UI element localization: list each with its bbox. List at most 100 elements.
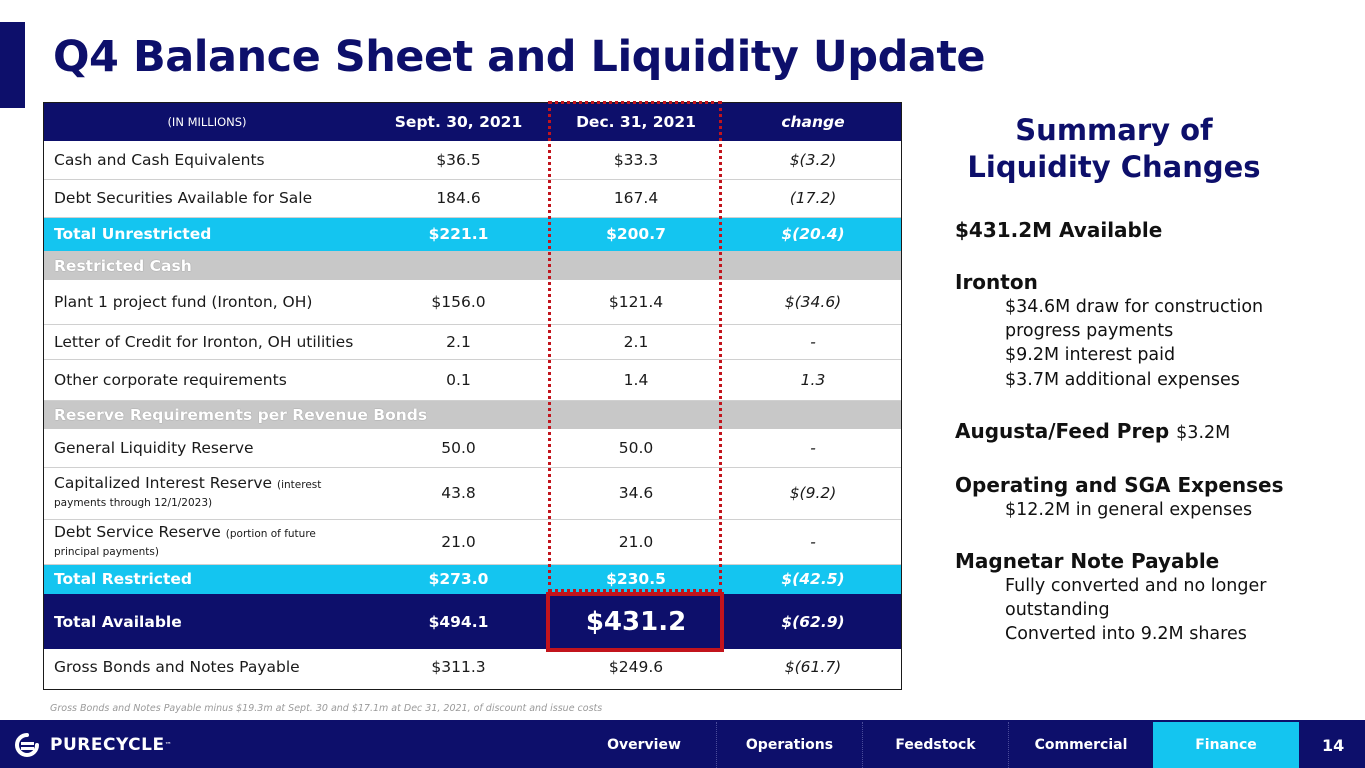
summary-augusta-head: Augusta/Feed Prep (955, 418, 1170, 443)
row-change-value: - (725, 324, 901, 360)
balance-sheet-table: (IN MILLIONS) Sept. 30, 2021 Dec. 31, 20… (43, 102, 902, 690)
summary-ironton-line: $34.6M draw for construction (1005, 297, 1264, 317)
summary-ironton-line: $9.2M interest paid (1005, 345, 1176, 366)
row-label: Total Unrestricted (44, 217, 370, 251)
summary-available: $431.2M Available (955, 218, 1163, 242)
summary-list: $431.2M Available Ironton $34.6M draw fo… (955, 217, 1355, 647)
row-change-value: - (725, 429, 901, 468)
row-label-note: (portion of future principal payments) (54, 527, 316, 558)
row-sept-value: $36.5 (370, 141, 547, 180)
nav-tab-commercial[interactable]: Commercial (1008, 722, 1153, 768)
row-sept-value: $494.1 (370, 594, 547, 649)
table-row: Letter of Credit for Ironton, OH utiliti… (44, 324, 901, 360)
column-header-change: change (725, 103, 901, 141)
row-dec-value: 167.4 (547, 179, 725, 218)
row-dec-value: $121.4 (547, 280, 725, 325)
row-change-value: $(61.7) (784, 657, 842, 676)
nav-tab-feedstock[interactable]: Feedstock (862, 722, 1008, 768)
section-label: Restricted Cash (44, 251, 901, 280)
row-sept-value: 21.0 (370, 519, 547, 565)
row-label-cell: Capitalized Interest Reserve (interest p… (44, 467, 370, 520)
purecycle-logo-icon (15, 733, 39, 757)
summary-operating-line: $12.2M in general expenses (1005, 499, 1253, 520)
footer-bar (0, 720, 1365, 768)
row-label-note: (interest payments through 12/1/2023) (54, 479, 322, 509)
row-dec-value: 34.6 (547, 467, 725, 520)
row-change-value: $(34.6) (725, 280, 901, 325)
row-dec-value-highlighted: $431.2 (547, 594, 725, 649)
row-sept-value: $156.0 (370, 280, 547, 325)
table-row: Debt Service Reserve (portion of future … (44, 519, 901, 565)
section-row-reserve-requirements: Reserve Requirements per Revenue Bonds (44, 400, 901, 429)
row-dec-value: $33.3 (547, 141, 725, 180)
summary-ironton-head: Ironton (955, 270, 1038, 294)
summary-magnetar-line: Converted into 9.2M shares (1005, 624, 1247, 645)
summary-augusta: Augusta/Feed Prep $3.2M (955, 418, 1355, 446)
column-header-units: (IN MILLIONS) (44, 103, 370, 141)
summary-augusta-value: $3.2M (1176, 422, 1231, 443)
summary-magnetar-head: Magnetar Note Payable (955, 549, 1220, 574)
summary-operating-head: Operating and SGA Expenses (955, 472, 1284, 497)
row-dec-value: 1.4 (547, 359, 725, 401)
row-sept-value: 50.0 (370, 429, 547, 468)
footnote: Gross Bonds and Notes Payable minus $19.… (50, 703, 603, 714)
title-accent-bar (0, 22, 25, 108)
total-unrestricted-row: Total Unrestricted $221.1 $200.7 $(20.4) (44, 217, 901, 251)
summary-magnetar-line: outstanding (1005, 600, 1110, 621)
row-dec-value: 21.0 (547, 519, 725, 565)
summary-title: Summary of Liquidity Changes (955, 112, 1273, 186)
row-dec-value: $230.5 (547, 564, 725, 594)
table-row: Plant 1 project fund (Ironton, OH) $156.… (44, 280, 901, 325)
row-dec-value: 50.0 (547, 429, 725, 468)
total-restricted-row: Total Restricted $273.0 $230.5 $(42.5) (44, 564, 901, 594)
table-row: Gross Bonds and Notes Payable $311.3 $24… (44, 649, 901, 684)
summary-ironton-line: progress payments (1005, 321, 1174, 342)
summary-title-line: Summary of (1015, 113, 1213, 147)
row-dec-value: $249.6 (608, 657, 664, 676)
row-sept-value: 2.1 (370, 324, 547, 360)
row-label: Debt Service Reserve (54, 522, 221, 541)
row-change-value: $(9.2) (725, 467, 901, 520)
row-sept-value: 184.6 (370, 179, 547, 218)
page-number: 14 (1322, 736, 1345, 755)
table-row: Cash and Cash Equivalents $36.5 $33.3 $(… (44, 141, 901, 180)
row-label: Debt Securities Available for Sale (44, 179, 370, 218)
row-change-value: 1.3 (725, 359, 901, 401)
nav-tab-operations[interactable]: Operations (716, 722, 862, 768)
row-label: General Liquidity Reserve (44, 429, 370, 468)
row-label: Other corporate requirements (44, 359, 370, 401)
logo-trademark: ™ (164, 741, 173, 749)
purecycle-logo: PURECYCLE ™ (12, 733, 172, 757)
page-title: Q4 Balance Sheet and Liquidity Update (53, 32, 986, 82)
total-available-row: Total Available $494.1 $431.2 $(62.9) (44, 594, 901, 649)
nav-tab-finance[interactable]: Finance (1153, 722, 1299, 768)
row-sept-value: $273.0 (370, 564, 547, 594)
row-change-value: - (725, 519, 901, 565)
row-label: Cash and Cash Equivalents (44, 141, 370, 180)
row-sept-value: $311.3 (431, 657, 486, 676)
row-label: Letter of Credit for Ironton, OH utiliti… (44, 324, 370, 360)
nav-tab-overview[interactable]: Overview (607, 737, 681, 753)
summary-title-line: Liquidity Changes (967, 150, 1261, 184)
row-sept-value: 0.1 (370, 359, 547, 401)
row-dec-value: $200.7 (547, 217, 725, 251)
column-header-dec: Dec. 31, 2021 (547, 103, 725, 141)
row-sept-value: $221.1 (370, 217, 547, 251)
row-sept-value: 43.8 (370, 467, 547, 520)
row-change-value: $(20.4) (725, 217, 901, 251)
row-change-value: $(42.5) (725, 564, 901, 594)
row-label: Gross Bonds and Notes Payable (54, 657, 300, 676)
table-row: Debt Securities Available for Sale 184.6… (44, 179, 901, 218)
row-change-value: $(3.2) (725, 141, 901, 180)
section-label: Reserve Requirements per Revenue Bonds (44, 400, 901, 429)
summary-magnetar-line: Fully converted and no longer (1005, 576, 1267, 597)
row-dec-value: 2.1 (547, 324, 725, 360)
row-label: Capitalized Interest Reserve (54, 474, 273, 492)
table-row: Other corporate requirements 0.1 1.4 1.3 (44, 359, 901, 401)
logo-text: PURECYCLE (50, 735, 165, 755)
table-row: General Liquidity Reserve 50.0 50.0 - (44, 429, 901, 468)
table-header-row: (IN MILLIONS) Sept. 30, 2021 Dec. 31, 20… (44, 103, 901, 141)
row-label: Plant 1 project fund (Ironton, OH) (44, 280, 370, 325)
row-change-value: $(62.9) (725, 594, 901, 649)
column-header-sept: Sept. 30, 2021 (370, 103, 547, 141)
